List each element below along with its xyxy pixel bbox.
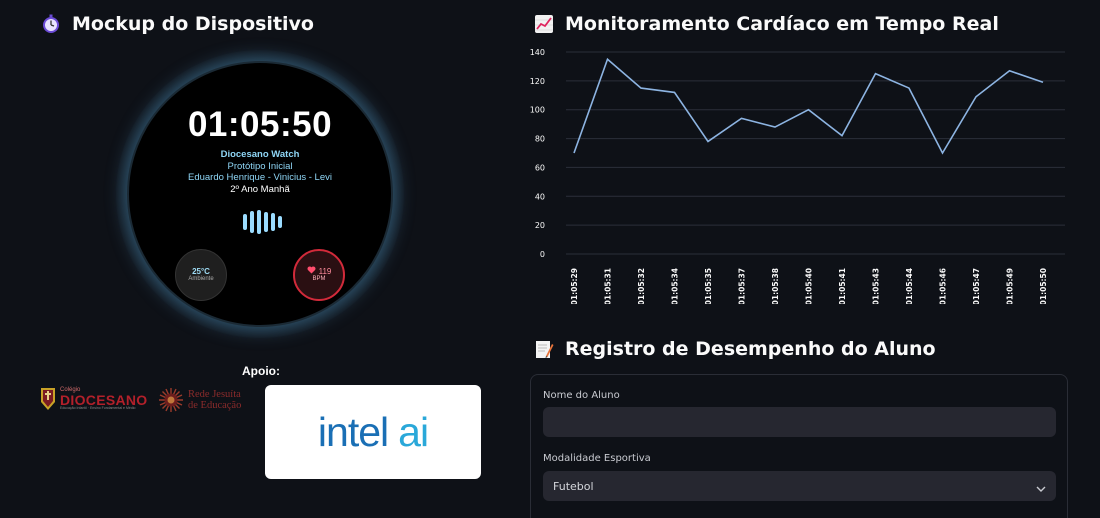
chart-title-text: Monitoramento Cardíaco em Tempo Real [565,13,999,35]
x-tick-label: 01:05:41 [838,268,847,304]
y-tick-label: 140 [530,48,545,57]
bpm-bubble: 119 BPM [293,249,345,301]
y-tick-label: 20 [535,221,545,230]
mockup-section-title: Mockup do Dispositivo [40,13,314,35]
x-tick-label: 01:05:31 [604,268,613,304]
y-tick-label: 100 [530,106,545,115]
watch-brand: Diocesano Watch [220,149,300,160]
chart-section-title: Monitoramento Cardíaco em Tempo Real [533,13,999,35]
sport-select[interactable]: Futebol [543,471,1056,501]
colegio-tagline: Educação Infantil · Ensino Fundamental e… [60,406,136,411]
y-tick-label: 0 [540,250,545,259]
temperature-value: 25°C [192,267,210,276]
temperature-bubble: 25°C Ambiente [175,249,227,301]
colegio-crest-icon [41,388,55,410]
sun-emblem-icon [159,388,183,412]
x-tick-label: 01:05:40 [805,268,814,304]
ai-word: ai [398,408,429,455]
x-tick-label: 01:05:34 [671,268,680,304]
sport-selected-value: Futebol [553,479,594,493]
student-name-input[interactable] [543,407,1056,437]
watch-line-class: 2º Ano Manhã [230,183,290,195]
temperature-label: Ambiente [188,276,214,282]
x-tick-label: 01:05:29 [570,268,579,304]
x-tick-label: 01:05:47 [972,268,981,304]
y-tick-label: 80 [535,135,545,144]
intel-ai-logo: intel ai [265,385,481,479]
colegio-label: Colégio [60,387,81,394]
bpm-label: BPM [312,276,326,282]
form-section-title: Registro de Desempenho do Aluno [533,338,936,360]
rede-jesuita-logo: Rede Jesuíta de Educação [158,387,241,413]
rede-line2: de Educação [188,400,242,411]
x-tick-label: 01:05:46 [939,268,948,304]
smartwatch-face: 01:05:50 Diocesano Watch Protótipo Inici… [127,61,393,327]
chart-increasing-icon [533,13,555,35]
student-name-label: Nome do Aluno [543,390,620,401]
x-tick-label: 01:05:32 [637,268,646,304]
bpm-value: 119 [318,266,332,276]
student-form: Nome do Aluno Modalidade Esportiva Futeb… [530,374,1068,518]
y-tick-label: 60 [535,163,545,172]
heart-rate-chart: 0 20 40 60 80 100 120 140 01:05:29 01:05:31 01:05:… [530,44,1070,305]
heart-rate-chart-svg: 0 20 40 60 80 100 120 140 01:05:29 01:05:31 01:05:… [530,48,1065,305]
watch-line-authors: Eduardo Henrique - Vinicius - Levi [188,172,332,183]
y-tick-label: 40 [535,192,545,201]
rede-line1: Rede Jesuíta [188,389,241,400]
form-title-text: Registro de Desempenho do Aluno [565,338,936,360]
chevron-down-icon [1036,477,1046,496]
diocesano-label: DIOCESANO [60,392,148,409]
heart-icon [307,266,316,276]
mockup-title-text: Mockup do Dispositivo [72,13,314,35]
x-tick-label: 01:05:35 [704,268,713,304]
sport-label: Modalidade Esportiva [543,453,651,464]
watch-line-prototype: Protótipo Inicial [227,160,293,172]
x-tick-label: 01:05:43 [872,268,881,304]
x-tick-label: 01:05:44 [905,268,914,304]
x-tick-label: 01:05:37 [738,268,747,304]
watch-time: 01:05:50 [187,105,333,144]
y-tick-label: 120 [530,77,545,86]
support-label: Apoio: [242,364,280,378]
stopwatch-icon [40,13,62,35]
colegio-diocesano-logo: Colégio DIOCESANO Educação Infantil · En… [40,386,148,412]
x-tick-label: 01:05:38 [771,268,780,304]
intel-word: intel [317,408,389,455]
x-tick-label: 01:05:49 [1006,268,1015,304]
audio-wave-icon [243,209,282,235]
watch-info: Diocesano Watch Protótipo Inicial Eduard… [129,149,391,195]
memo-icon [533,338,555,360]
x-tick-label: 01:05:50 [1039,268,1048,304]
